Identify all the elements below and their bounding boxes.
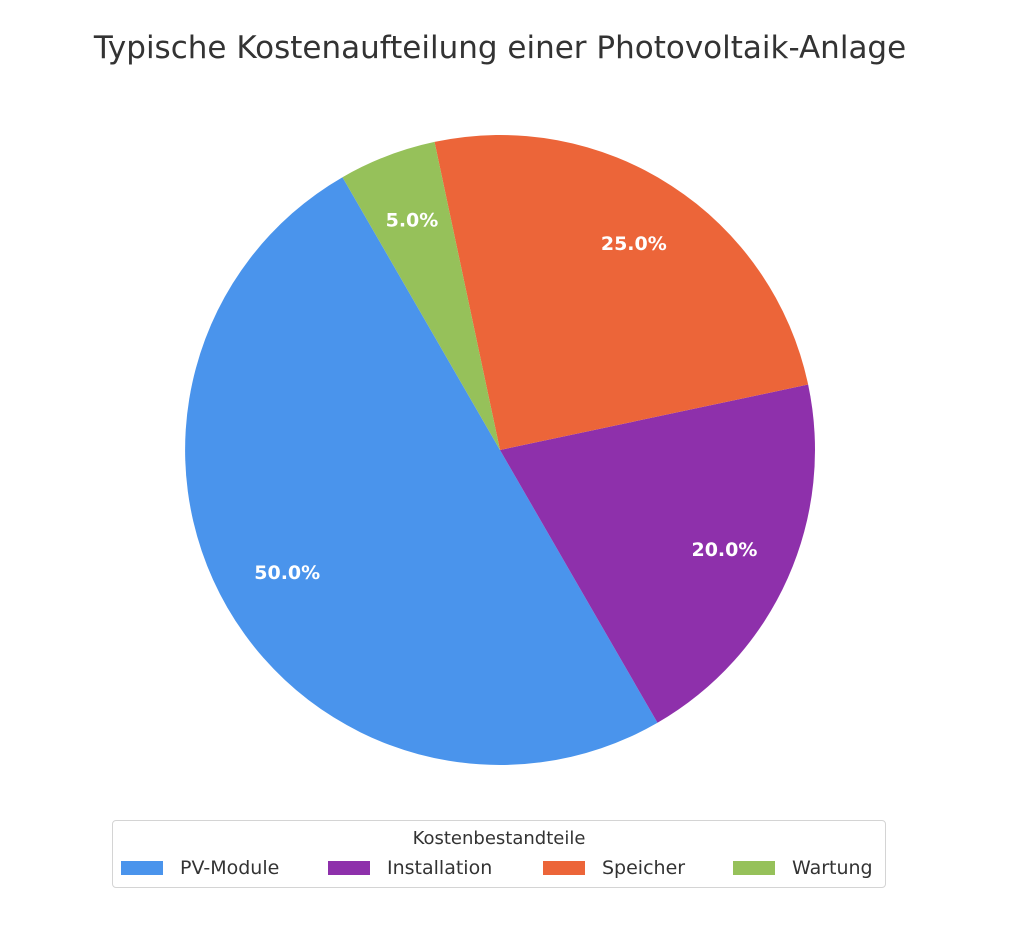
pie-slice-wartung <box>342 141 500 450</box>
pie-slice-installation <box>500 384 816 723</box>
legend-entry: Wartung <box>733 856 873 880</box>
legend-label: Installation <box>387 857 493 879</box>
pie-chart: 50.0% 20.0% 25.0% 5.0% <box>185 134 816 765</box>
pie-slice-speicher <box>434 134 809 451</box>
value-label-speicher: 25.0% <box>601 233 667 255</box>
legend-swatch <box>733 861 775 875</box>
legend-label: PV-Module <box>180 857 280 879</box>
legend-label: Speicher <box>602 857 686 879</box>
value-label-pv-module: 50.0% <box>254 562 320 584</box>
legend-swatch <box>121 861 163 875</box>
chart-title: Typische Kostenaufteilung einer Photovol… <box>93 30 907 66</box>
legend-swatch <box>328 861 370 875</box>
legend-entry: Speicher <box>543 856 685 880</box>
legend-entry: PV-Module <box>121 856 279 880</box>
pie-slice-pv-module <box>185 177 658 765</box>
pie-slices <box>185 134 816 765</box>
legend-title: Kostenbestandteile <box>412 828 586 849</box>
value-label-installation: 20.0% <box>691 539 757 561</box>
legend: Kostenbestandteile PV-Module Installation… <box>112 820 886 888</box>
legend-swatch <box>543 861 585 875</box>
pie-value-labels: 50.0% 20.0% 25.0% 5.0% <box>254 210 757 584</box>
value-label-wartung: 5.0% <box>386 210 439 232</box>
legend-label: Wartung <box>792 857 873 879</box>
legend-entry: Installation <box>328 856 492 880</box>
